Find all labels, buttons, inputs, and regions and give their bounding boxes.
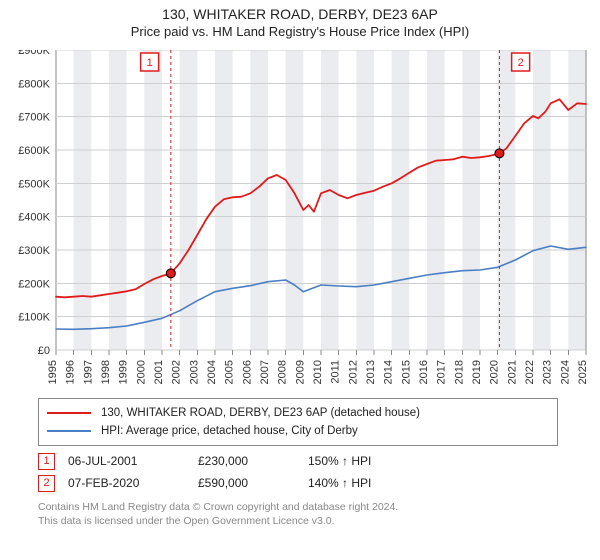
transaction-row-2: 2 07-FEB-2020£590,000140% ↑ HPI	[38, 472, 558, 494]
transaction-hpi-relation: 150% ↑ HPI	[308, 454, 448, 468]
legend-swatch	[47, 412, 91, 415]
y-axis-label: £200K	[18, 278, 50, 290]
x-axis-label: 2014	[383, 360, 395, 384]
marker-dot-1	[166, 269, 175, 278]
legend-item-property: 130, WHITAKER ROAD, DERBY, DE23 6AP (det…	[47, 404, 549, 422]
x-axis-label: 2007	[259, 360, 271, 384]
marker-badge-label-2: 2	[518, 57, 524, 69]
transaction-row-1: 1 06-JUL-2001£230,000150% ↑ HPI	[38, 450, 558, 472]
y-axis-label: £800K	[18, 78, 50, 90]
x-axis-label: 2023	[542, 360, 554, 384]
legend: 130, WHITAKER ROAD, DERBY, DE23 6AP (det…	[38, 398, 558, 446]
y-axis-label: £600K	[18, 145, 50, 157]
chart-svg: £0 £100K £200K £300K £400K £500K £600K £700K £80…	[0, 50, 600, 402]
transaction-price: £230,000	[198, 454, 308, 468]
x-axis-label: 2015	[400, 360, 412, 384]
marker-badge-label-1: 1	[147, 57, 153, 69]
x-axis-label: 2025	[577, 360, 589, 384]
y-axis-label: £0	[38, 345, 50, 357]
x-axis-label: 1998	[100, 360, 112, 384]
transaction-date: 06-JUL-2001	[68, 454, 198, 468]
transaction-table: 1 06-JUL-2001£230,000150% ↑ HPI 2 07-FEB-20…	[38, 450, 558, 494]
x-axis-label: 2012	[347, 360, 359, 384]
legend-item-hpi: HPI: Average price, detached house, City…	[47, 422, 549, 440]
x-axis-label: 2006	[241, 360, 253, 384]
transaction-badge: 2	[38, 475, 55, 492]
x-axis-label: 2000	[135, 360, 147, 384]
x-axis-label: 2017	[436, 360, 448, 384]
x-axis-label: 1999	[118, 360, 130, 384]
y-axis-label: £700K	[18, 112, 50, 124]
x-axis-label: 2009	[294, 360, 306, 384]
x-axis-label: 2020	[489, 360, 501, 384]
x-axis-label: 1995	[47, 360, 59, 384]
y-axis-label: £400K	[18, 212, 50, 224]
x-axis-label: 2019	[471, 360, 483, 384]
x-axis-label: 1996	[65, 360, 77, 384]
transaction-badge: 1	[38, 453, 55, 470]
transaction-price: £590,000	[198, 476, 308, 490]
title-block: 130, WHITAKER ROAD, DERBY, DE23 6AP Pric…	[0, 0, 600, 39]
y-axis-label: £100K	[18, 312, 50, 324]
x-axis-label: 1997	[82, 360, 94, 384]
legend-swatch	[47, 430, 91, 433]
x-axis-label: 2001	[153, 360, 165, 384]
chart-subtitle: Price paid vs. HM Land Registry's House …	[0, 24, 600, 39]
x-axis-label: 2011	[330, 360, 342, 384]
x-axis-label: 2018	[453, 360, 465, 384]
y-axis-label: £500K	[18, 178, 50, 190]
footer-line-1: Contains HM Land Registry data © Crown c…	[38, 500, 558, 514]
x-axis-label: 2010	[312, 360, 324, 384]
chart-title: 130, WHITAKER ROAD, DERBY, DE23 6AP	[0, 6, 600, 22]
legend-label: HPI: Average price, detached house, City…	[101, 425, 358, 437]
x-axis-label: 2024	[559, 360, 571, 384]
x-axis-label: 2016	[418, 360, 430, 384]
x-axis-label: 2004	[206, 360, 218, 384]
x-axis-label: 2022	[524, 360, 536, 384]
legend-label: 130, WHITAKER ROAD, DERBY, DE23 6AP (det…	[101, 407, 420, 419]
footer-attribution: Contains HM Land Registry data © Crown c…	[38, 500, 558, 528]
x-axis-label: 2008	[277, 360, 289, 384]
x-axis-label: 2005	[224, 360, 236, 384]
marker-dot-2	[495, 149, 504, 158]
x-axis-label: 2003	[188, 360, 200, 384]
x-axis-label: 2002	[171, 360, 183, 384]
transaction-date: 07-FEB-2020	[68, 476, 198, 490]
chart: £0 £100K £200K £300K £400K £500K £600K £700K £80…	[0, 50, 600, 402]
x-axis-label: 2013	[365, 360, 377, 384]
footer-line-2: This data is licensed under the Open Gov…	[38, 514, 558, 528]
y-axis-label: £900K	[18, 50, 50, 57]
x-axis-label: 2021	[506, 360, 518, 384]
y-axis-label: £300K	[18, 245, 50, 257]
transaction-hpi-relation: 140% ↑ HPI	[308, 476, 448, 490]
